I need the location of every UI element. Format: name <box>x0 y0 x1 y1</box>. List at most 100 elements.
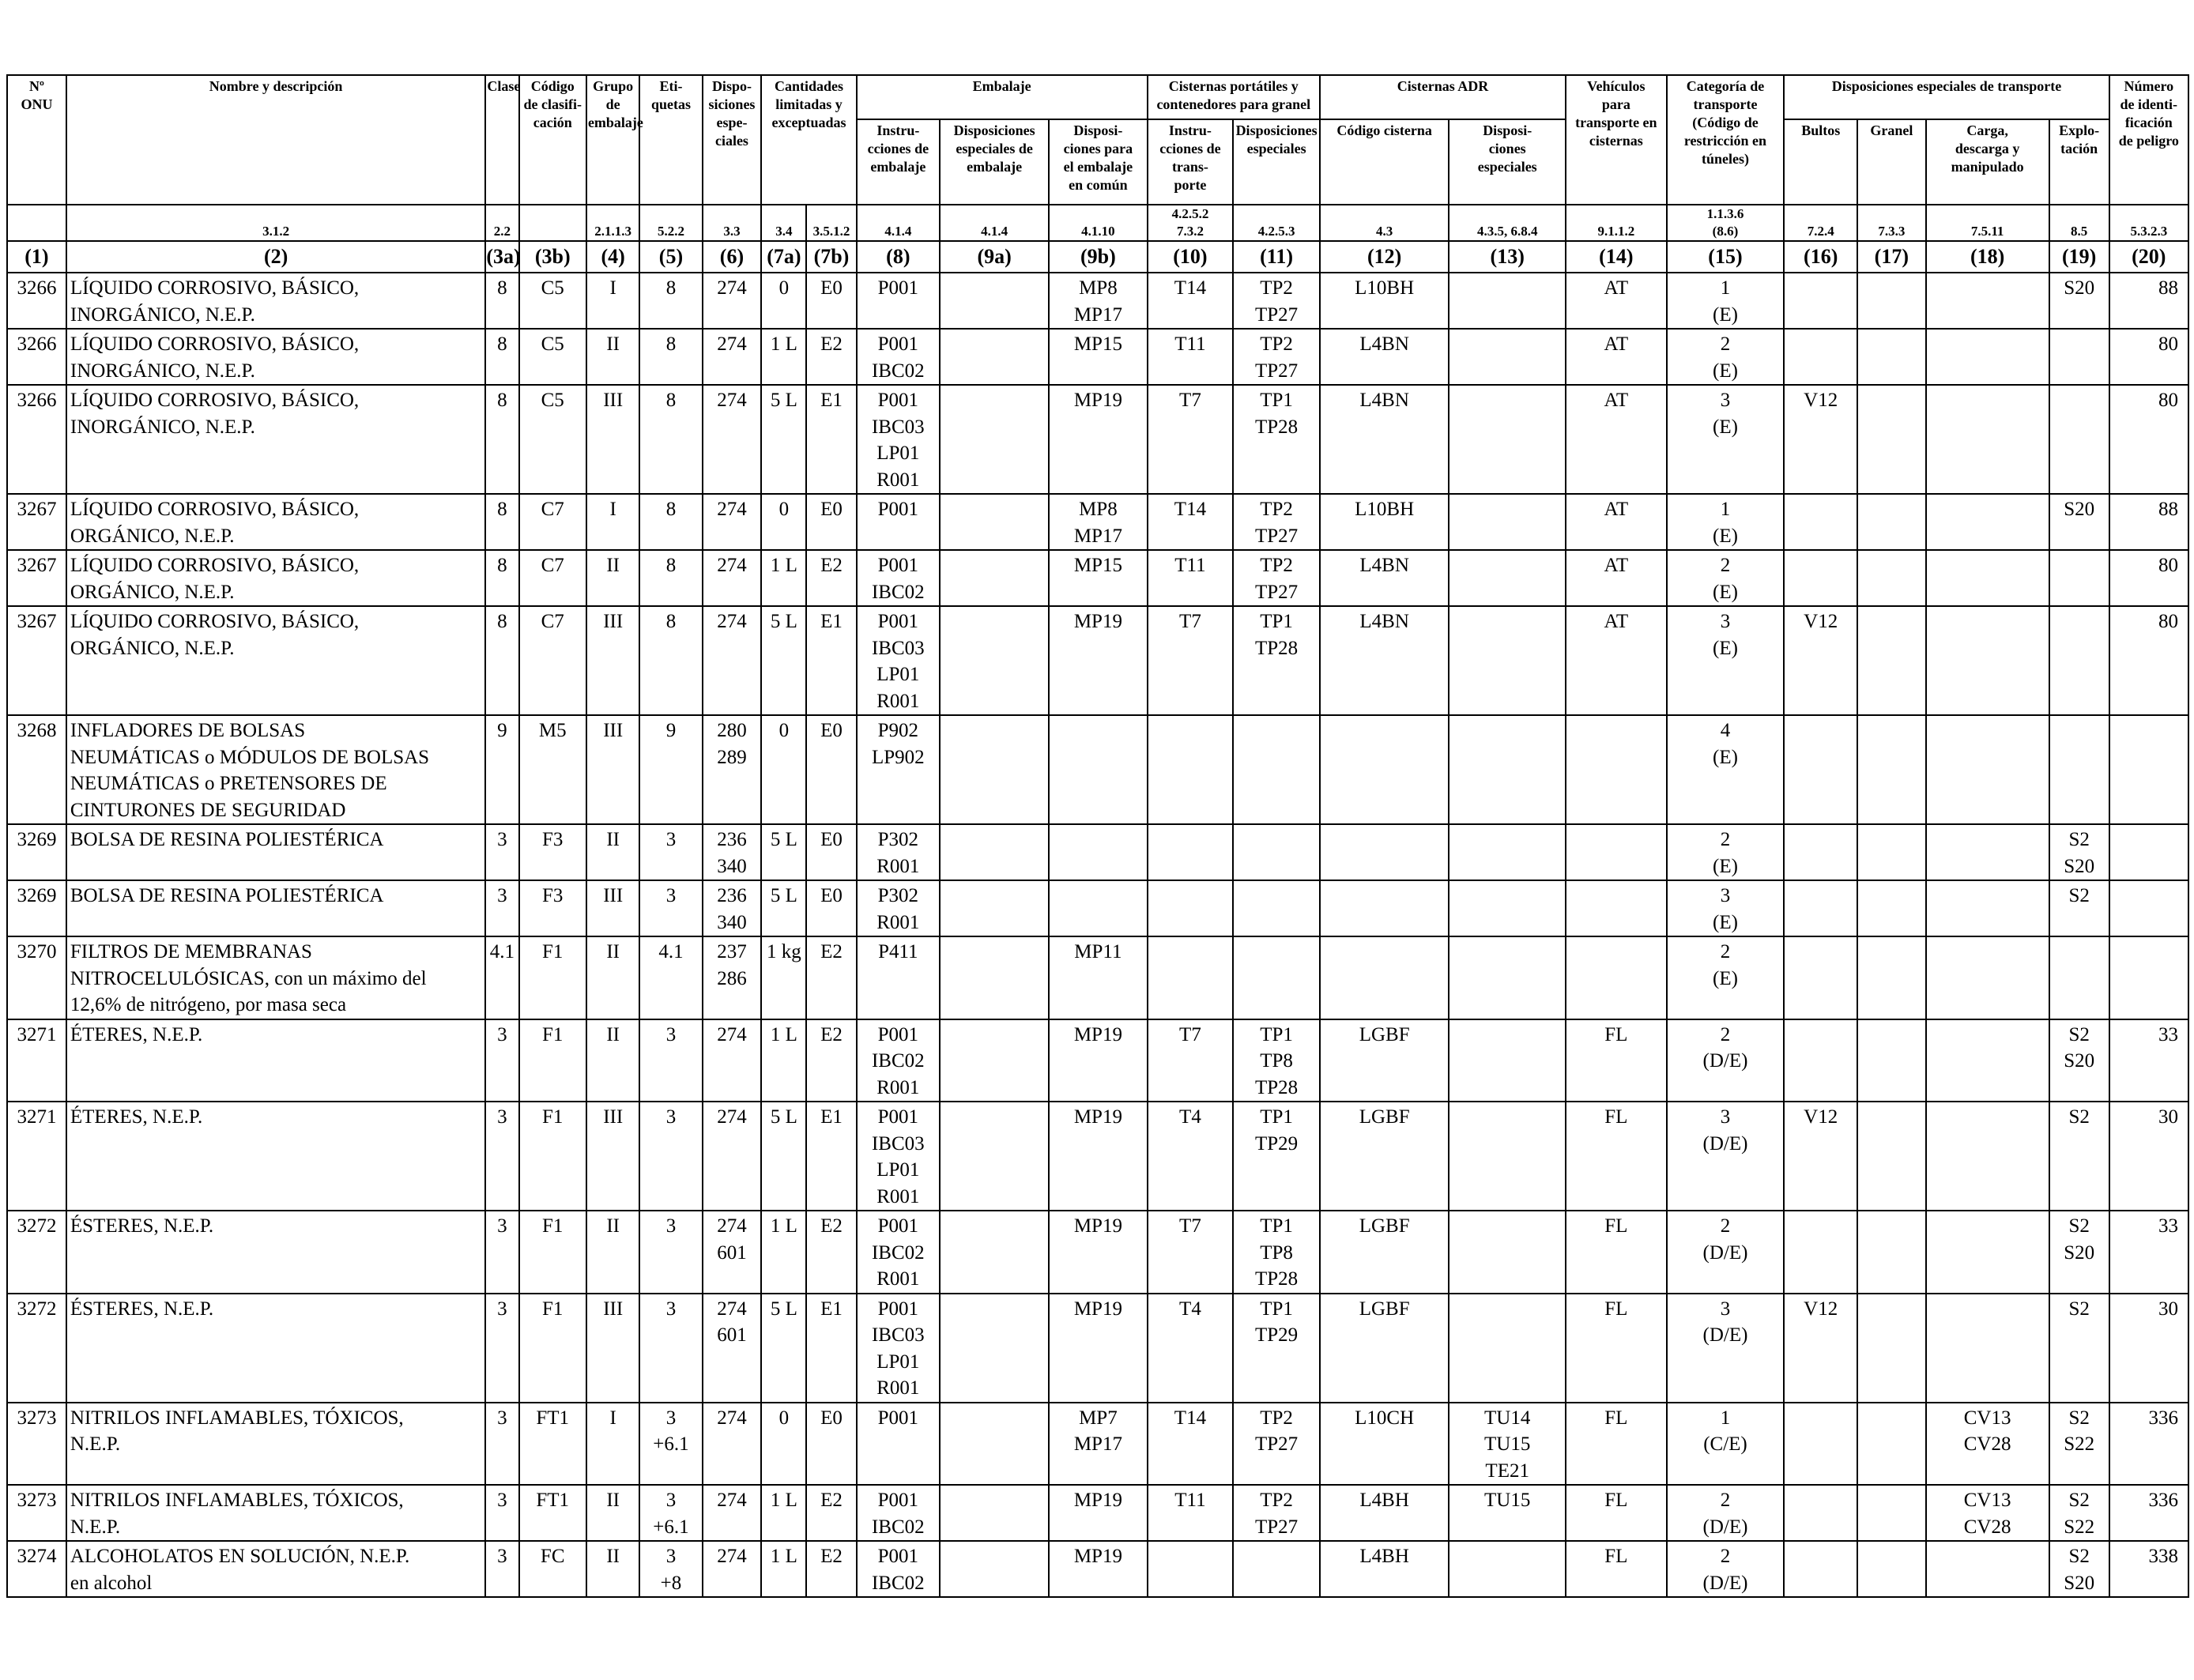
cell-grupo: II <box>585 549 641 607</box>
cell-disp-emb <box>939 880 1050 937</box>
ref-c19: 8.5 <box>2048 205 2110 242</box>
text-line: (D/E) <box>1702 1132 1748 1155</box>
text-line: TU14 <box>1484 1407 1531 1429</box>
text-line: P001 <box>877 1215 919 1237</box>
cell-haz: 30 <box>2108 1292 2190 1403</box>
text-line: R001 <box>876 690 920 712</box>
cell-cod-cist: L4BN <box>1318 328 1450 386</box>
cell-vehic: AT <box>1565 328 1668 386</box>
text-line: 274 <box>717 1546 747 1567</box>
table-body: 3266 LÍQUIDO CORROSIVO, BÁSICO, INORGÁNICO… <box>6 272 2190 1598</box>
cell-instr: P001 <box>855 1401 941 1486</box>
table-row: 3271 ÉTERES, N.E.P. 3 F1 II 3 274 1 L E2 P001 IBC0… <box>6 1018 2190 1102</box>
cell-granel <box>1857 493 1927 551</box>
text-line: Dispo- <box>711 78 752 94</box>
cell-disp-emb <box>939 493 1050 551</box>
cell-un: 3268 <box>6 714 67 825</box>
cell-codigo: FT1 <box>518 1484 587 1542</box>
cell-bultos: V12 <box>1783 1292 1859 1403</box>
header-c7: Cantidades limitadas y exceptuadas <box>760 74 858 205</box>
text-line: transporte <box>1693 96 1758 112</box>
cell-cat: 2 (E) <box>1665 823 1785 881</box>
cell-clase: 4.1 <box>484 936 520 1020</box>
text-line: descarga y <box>1955 141 2020 156</box>
ref-c10: 4.2.5.2 7.3.2 <box>1146 205 1235 242</box>
text-line: especiales <box>1477 159 1537 175</box>
table-row: 3267 LÍQUIDO CORROSIVO, BÁSICO, ORGÁNICO, … <box>6 493 2190 551</box>
cell-granel <box>1857 1292 1927 1403</box>
cell-cod-cist <box>1318 714 1450 825</box>
text-line: Bultos <box>1801 122 1841 138</box>
cell-instr: P001 IBC02 <box>855 1540 941 1598</box>
cell-cod-cist: L4BH <box>1318 1540 1450 1598</box>
cell-emb-comun <box>1048 823 1148 881</box>
text-line: túneles) <box>1701 151 1749 167</box>
text-line: 3 <box>1720 1106 1731 1128</box>
cell-vehic: AT <box>1565 549 1668 607</box>
cell-cat: 1 (C/E) <box>1665 1401 1785 1486</box>
header-c5: Eti-quetas <box>639 74 703 205</box>
cell-clase: 3 <box>484 1401 520 1486</box>
cell-disp-cist: TP1 TP28 <box>1232 605 1321 716</box>
cell-lq: 1 L <box>760 328 808 386</box>
text-line: CINTURONES DE SEGURIDAD <box>70 799 346 821</box>
cell-instr-cist: T4 <box>1146 1292 1235 1403</box>
text-line: 1.1.3.6 <box>1706 206 1744 221</box>
ref-c16: 7.2.4 <box>1783 205 1859 242</box>
cell-grupo: II <box>585 1018 641 1102</box>
cell-grupo: III <box>585 605 641 716</box>
cell-carga <box>1924 328 2050 386</box>
text-line: LP902 <box>871 746 925 768</box>
cell-cod-cist <box>1318 936 1450 1020</box>
cell-haz <box>2108 714 2190 825</box>
text-line: N.E.P. <box>70 1516 121 1538</box>
cell-cat: 2 (D/E) <box>1665 1484 1785 1542</box>
text-line: MP19 <box>1073 1023 1122 1045</box>
cell-disp-emb <box>939 823 1050 881</box>
cell-clase: 9 <box>484 714 520 825</box>
cell-instr: P302 R001 <box>855 880 941 937</box>
text-line: 3 <box>665 1546 677 1567</box>
column-number: (11) <box>1232 240 1321 273</box>
text-line: embalaje <box>967 159 1023 175</box>
cell-disp-emb <box>939 1018 1050 1102</box>
cell-grupo: I <box>585 272 641 330</box>
cell-explot <box>2048 384 2110 495</box>
text-line: (8.6) <box>1712 224 1739 239</box>
cell-haz: 30 <box>2108 1101 2190 1211</box>
cell-un: 3267 <box>6 549 67 607</box>
text-line: especiales <box>1246 141 1306 156</box>
text-line: 3.3 <box>723 224 741 239</box>
cell-lq: 1 L <box>760 549 808 607</box>
cell-eq: E0 <box>805 880 858 937</box>
text-line: Código <box>530 78 575 94</box>
text-line: Nombre y descripción <box>209 78 343 94</box>
header-disposiciones_transporte: Disposiciones especiales de transporte <box>1783 74 2110 120</box>
cell-carga <box>1924 880 2050 937</box>
text-line: 274 <box>717 1215 747 1237</box>
text-line: 274 <box>717 277 747 299</box>
cell-emb-comun: MP19 <box>1048 384 1148 495</box>
text-line: Disposiciones especiales de transporte <box>1831 78 2062 94</box>
text-line: 3 <box>665 829 677 850</box>
header-c9a: Disposiciones especiales de embalaje <box>939 119 1050 205</box>
cell-cat: 3 (D/E) <box>1665 1292 1785 1403</box>
cell-un: 3273 <box>6 1401 67 1486</box>
text-line: Embalaje <box>972 78 1031 94</box>
cell-instr: P001 IBC02 R001 <box>855 1018 941 1102</box>
cell-etiquetas: 3 <box>639 1018 703 1102</box>
column-number: (14) <box>1565 240 1668 273</box>
cell-eq: E2 <box>805 1210 858 1294</box>
ref-c15: 1.1.3.6 (8.6) <box>1665 205 1785 242</box>
text-line: (D/E) <box>1702 1241 1748 1264</box>
cell-haz: 80 <box>2108 328 2190 386</box>
cell-carga <box>1924 714 2050 825</box>
cell-bultos: V12 <box>1783 605 1859 716</box>
text-line: 237 <box>717 941 747 962</box>
cell-emb-comun: MP19 <box>1048 1540 1148 1598</box>
cell-vehic: FL <box>1565 1484 1668 1542</box>
cell-vehic: FL <box>1565 1018 1668 1102</box>
text-line: (D/E) <box>1702 1050 1748 1072</box>
text-line: 2 <box>1720 1023 1731 1045</box>
text-line: quetas <box>650 96 691 112</box>
